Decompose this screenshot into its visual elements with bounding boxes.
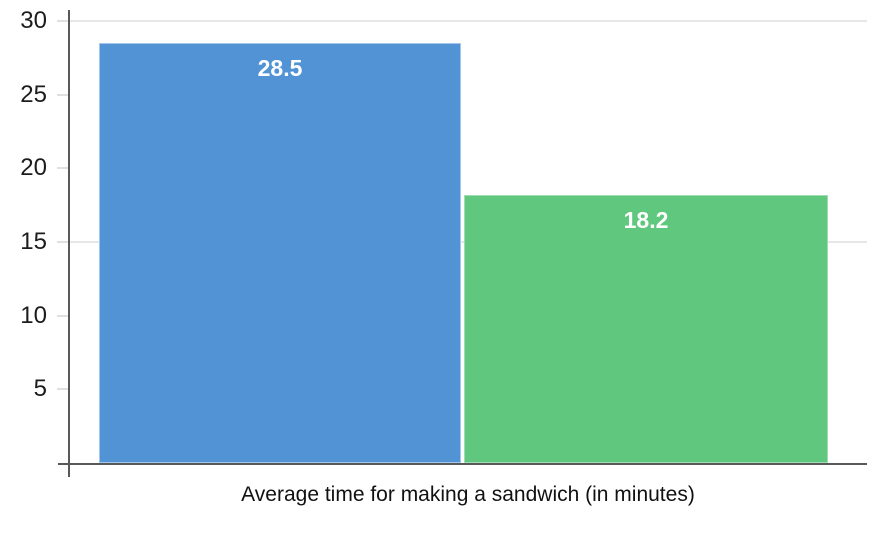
y-axis-tick-25 [57, 93, 68, 96]
gridline-15 [58, 241, 867, 243]
y-axis-tick-20 [57, 167, 68, 170]
y-axis-label-15: 15 [20, 228, 47, 255]
y-axis-label-10: 10 [20, 301, 47, 329]
y-axis-label-30: 30 [20, 7, 47, 34]
bar-value-label-1: 28.5 [257, 55, 303, 82]
y-axis-label-5: 5 [33, 375, 47, 403]
x-axis-line [58, 463, 867, 465]
bar-1[interactable]: 28.5 [99, 43, 461, 463]
y-axis-label-25: 25 [20, 80, 47, 108]
y-axis-tick-30 [57, 20, 68, 22]
y-axis-tick-10 [57, 314, 68, 317]
y-axis-line [68, 10, 70, 477]
y-axis-tick-5 [57, 388, 68, 391]
bar-2[interactable]: 18.2 [464, 194, 828, 463]
bar-value-label-2: 18.2 [623, 206, 669, 233]
x-axis-title: Average time for making a sandwich (in m… [241, 483, 695, 506]
y-axis-tick-15 [57, 241, 68, 243]
y-axis-label-20: 20 [20, 154, 47, 182]
gridline-30 [58, 20, 867, 22]
